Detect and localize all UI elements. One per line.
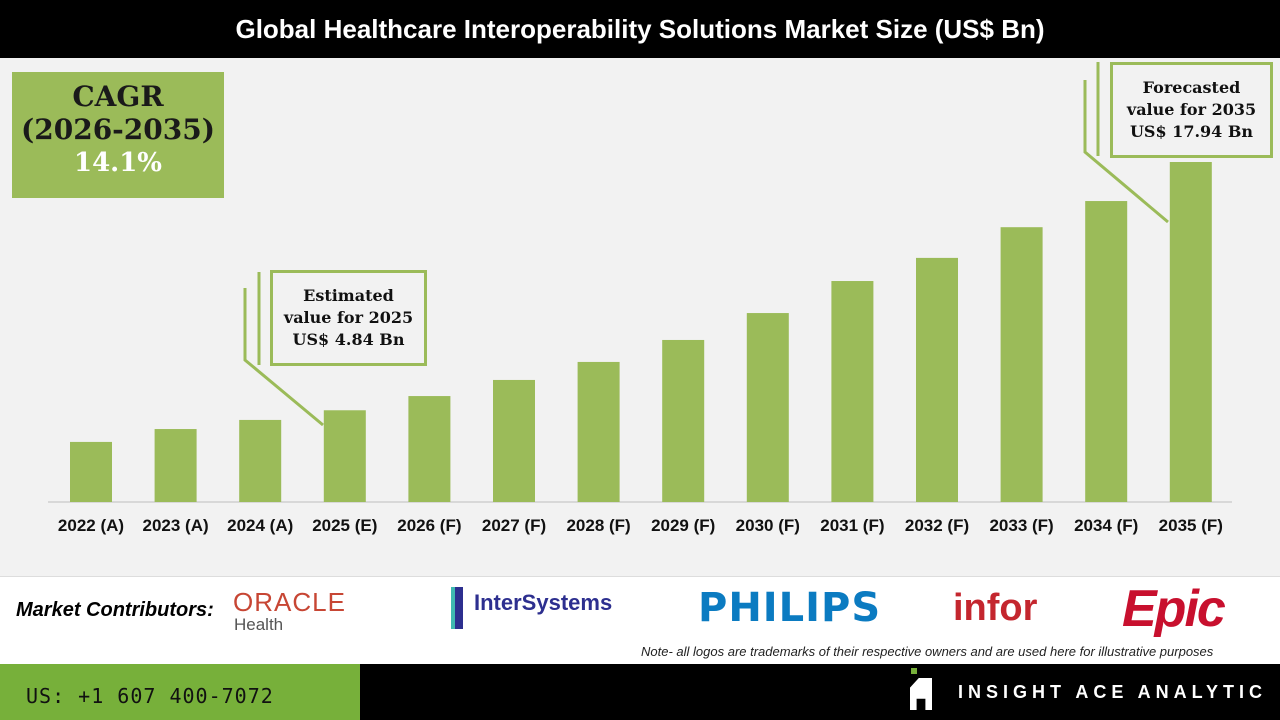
x-tick-label: 2025 (E)	[312, 516, 377, 535]
x-tick-label: 2022 (A)	[58, 516, 124, 535]
intersystems-icon	[451, 587, 463, 629]
x-tick-label: 2030 (F)	[736, 516, 800, 535]
estimated-callout: Estimated value for 2025 US$ 4.84 Bn	[270, 270, 427, 366]
bar-2033-f	[1000, 227, 1043, 502]
cagr-period: (2026-2035)	[21, 113, 215, 146]
bar-chart: 2022 (A) 2023 (A) 2024 (A) 2025 (E) 2026 (F)…	[48, 62, 1232, 535]
x-tick-label: 2033 (F)	[989, 516, 1053, 535]
x-tick-label: 2027 (F)	[482, 516, 546, 535]
oracle-logo: ORACLE	[233, 587, 346, 617]
title-text: Global Healthcare Interoperability Solut…	[235, 13, 1045, 44]
callout-line: value for 2025	[283, 308, 414, 327]
callout-line: value for 2035	[1126, 100, 1257, 119]
x-tick-label: 2028 (F)	[566, 516, 630, 535]
chart-title: Global Healthcare Interoperability Solut…	[0, 0, 1280, 58]
oracle-health-logo: Health	[234, 615, 284, 634]
bar-2031-f	[831, 281, 874, 502]
market-contributors: Market Contributors: ORACLE Health Inter…	[0, 576, 1280, 665]
forecast-callout-leader	[1083, 80, 1169, 224]
cagr-box: CAGR (2026-2035) 14.1%	[12, 72, 224, 198]
trademark-note: Note- all logos are trademarks of their …	[641, 644, 1214, 659]
bar-2034-f	[1085, 201, 1128, 502]
brand-name: INSIGHT ACE ANALYTIC	[958, 682, 1268, 702]
x-tick-label: 2026 (F)	[397, 516, 461, 535]
bar-2022-a	[70, 441, 112, 502]
contributors-label: Market Contributors:	[16, 599, 214, 621]
x-tick-label: 2031 (F)	[820, 516, 884, 535]
x-tick-label: 2029 (F)	[651, 516, 715, 535]
bar-2027-f	[493, 379, 535, 502]
infor-logo: infor	[953, 587, 1038, 629]
bar-2032-f	[916, 257, 958, 502]
x-tick-label: 2024 (A)	[227, 516, 293, 535]
bar-2030-f	[746, 313, 789, 502]
phone-number: US: +1 607 400-7072	[26, 684, 274, 708]
bar-2023-a	[154, 429, 197, 502]
bar-2025-e	[323, 410, 366, 502]
callout-value: US$ 17.94 Bn	[1129, 122, 1254, 141]
callout-value: US$ 4.84 Bn	[292, 330, 405, 349]
philips-logo: PHILIPS	[698, 585, 882, 631]
cagr-label: CAGR	[72, 80, 164, 113]
cagr-value: 14.1%	[73, 148, 163, 178]
footer-contact: US: +1 607 400-7072	[0, 664, 360, 720]
x-tick-label: 2034 (F)	[1074, 516, 1138, 535]
bar-2029-f	[662, 339, 705, 502]
bar-2035-f	[1169, 162, 1212, 502]
footer-brand: INSIGHT ACE ANALYTIC	[360, 664, 1280, 720]
callout-line: Forecasted	[1142, 78, 1241, 97]
x-tick-label: 2023 (A)	[143, 516, 209, 535]
bar-2028-f	[577, 361, 620, 502]
x-tick-label: 2035 (F)	[1159, 516, 1223, 535]
intersystems-logo: InterSystems	[474, 590, 613, 615]
insight-ace-logo-icon	[910, 678, 932, 710]
epic-logo: Epic	[1122, 580, 1226, 638]
bar-2024-a	[239, 419, 282, 502]
brand-logo-dot	[911, 668, 917, 674]
bar-2026-f	[408, 396, 451, 502]
x-tick-label: 2032 (F)	[905, 516, 969, 535]
callout-line: Estimated	[303, 286, 394, 305]
estimated-callout-leader	[243, 288, 324, 427]
forecast-callout: Forecasted value for 2035 US$ 17.94 Bn	[1110, 62, 1273, 158]
